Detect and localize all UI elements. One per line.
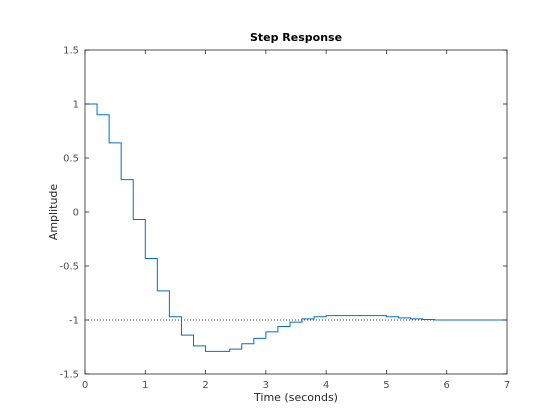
x-tick-label: 2 — [202, 380, 208, 391]
x-tick-label: 3 — [263, 380, 269, 391]
x-tick-label: 4 — [323, 380, 329, 391]
x-ticks: 0 1 2 3 4 5 6 7 — [82, 50, 510, 391]
step-response-series — [85, 103, 507, 352]
y-tick-label: 0 — [73, 208, 79, 219]
y-axis-label: Amplitude — [47, 184, 60, 241]
y-tick-label: 1.5 — [63, 46, 79, 57]
x-tick-label: 6 — [444, 380, 450, 391]
x-tick-label: 0 — [82, 380, 88, 391]
x-tick-label: 5 — [383, 380, 389, 391]
axes-box — [84, 49, 508, 375]
y-tick-label: -1 — [69, 316, 79, 327]
x-axis-label: Time (seconds) — [253, 391, 338, 404]
y-tick-label: -1.5 — [59, 370, 79, 381]
x-tick-label: 7 — [504, 380, 510, 391]
y-tick-label: 0.5 — [63, 154, 79, 165]
y-tick-label: -0.5 — [59, 262, 79, 273]
y-ticks: 1.5 1 0.5 0 -0.5 -1 -1.5 — [59, 46, 507, 381]
x-tick-label: 1 — [142, 380, 148, 391]
chart-title: Step Response — [250, 31, 342, 44]
series-layer — [85, 103, 507, 352]
y-tick-label: 1 — [73, 100, 79, 111]
